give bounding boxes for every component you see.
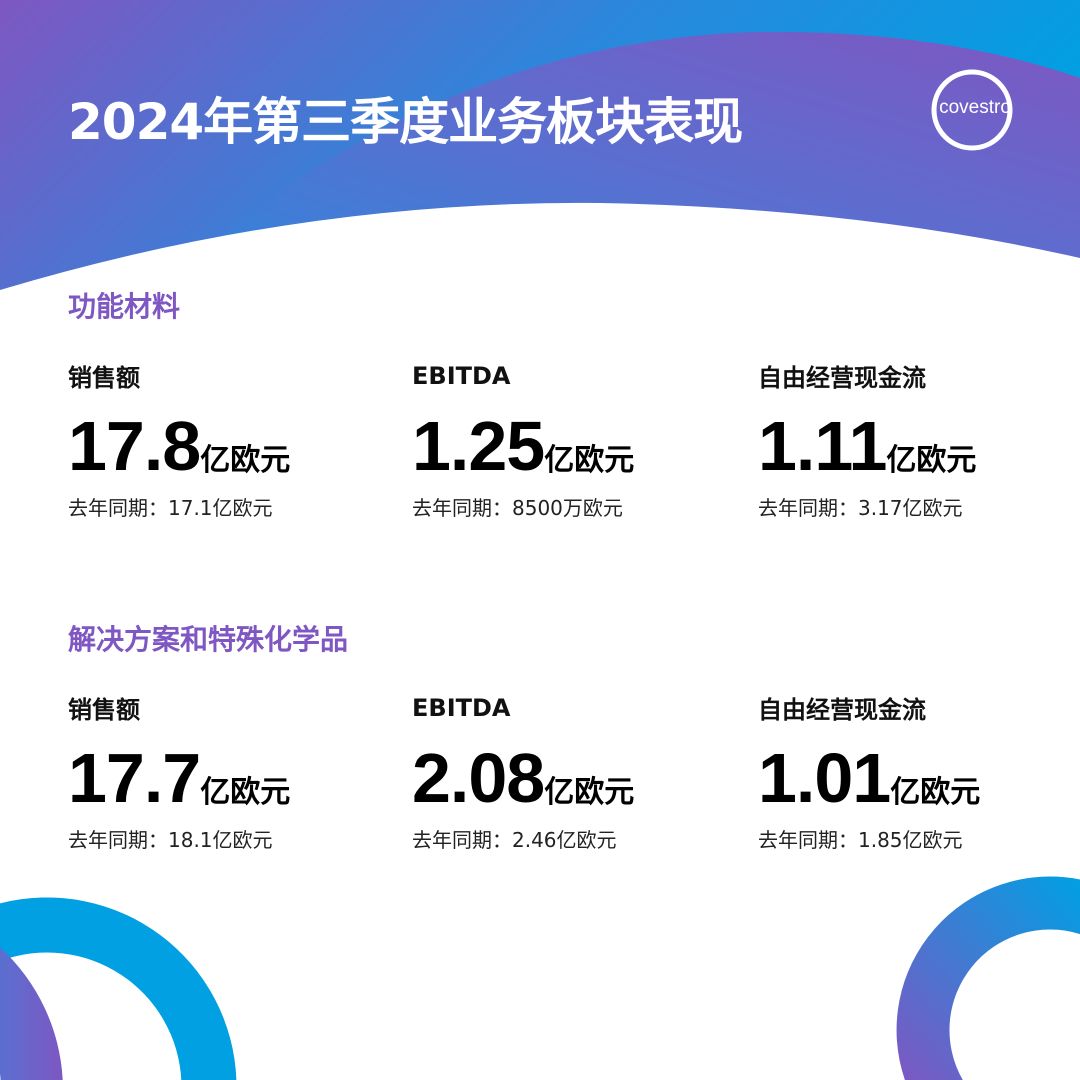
metric-value: 1.01: [758, 739, 891, 817]
metric-unit: 亿欧元: [886, 443, 977, 478]
section-title-functional-materials: 功能材料: [68, 290, 181, 323]
metric-value: 2.08: [412, 739, 545, 817]
metric-label: EBITDA: [412, 362, 511, 390]
metric-label: 销售额: [68, 696, 140, 724]
metric-value: 1.25: [412, 407, 545, 485]
metric-value: 17.7: [68, 739, 201, 817]
metric-previous: 去年同期：18.1亿欧元: [68, 828, 273, 852]
metric-previous: 去年同期：1.85亿欧元: [758, 828, 963, 852]
page-title: 2024年第三季度业务板块表现: [68, 93, 743, 151]
metric-label: 自由经营现金流: [758, 364, 926, 392]
logo-text: covestro: [939, 97, 1011, 118]
metric-previous: 去年同期：17.1亿欧元: [68, 496, 273, 520]
metric-value: 17.8: [68, 407, 201, 485]
metric-free-cash-flow: 自由经营现金流 1.01亿欧元 去年同期：1.85亿欧元: [758, 690, 1078, 853]
decorative-rings: [0, 876, 1080, 1080]
metric-ebitda: EBITDA 2.08亿欧元 去年同期：2.46亿欧元: [412, 694, 732, 853]
metric-label: EBITDA: [412, 694, 511, 722]
metric-unit: 亿欧元: [200, 775, 291, 810]
metric-label: 销售额: [68, 364, 140, 392]
covestro-logo: [931, 69, 1013, 151]
metric-sales: 销售额 17.7亿欧元 去年同期：18.1亿欧元: [68, 690, 388, 853]
ring-purple-bottom-left: [0, 947, 63, 1080]
metric-previous: 去年同期：8500万欧元: [412, 496, 623, 520]
metric-ebitda: EBITDA 1.25亿欧元 去年同期：8500万欧元: [412, 362, 732, 521]
ring-gradient-bottom-right: [896, 876, 1080, 1080]
metric-sales: 销售额 17.8亿欧元 去年同期：17.1亿欧元: [68, 358, 388, 521]
metric-unit: 亿欧元: [544, 775, 635, 810]
metric-value: 1.11: [758, 407, 887, 485]
metric-previous: 去年同期：3.17亿欧元: [758, 496, 963, 520]
metric-unit: 亿欧元: [890, 775, 981, 810]
metric-label: 自由经营现金流: [758, 696, 926, 724]
header-banner: [0, 0, 1080, 300]
metric-free-cash-flow: 自由经营现金流 1.11亿欧元 去年同期：3.17亿欧元: [758, 358, 1078, 521]
section-title-solutions-specialties: 解决方案和特殊化学品: [68, 623, 349, 656]
metric-unit: 亿欧元: [200, 443, 291, 478]
metric-previous: 去年同期：2.46亿欧元: [412, 828, 617, 852]
ring-blue-bottom-left: [0, 897, 237, 1080]
metric-unit: 亿欧元: [544, 443, 635, 478]
